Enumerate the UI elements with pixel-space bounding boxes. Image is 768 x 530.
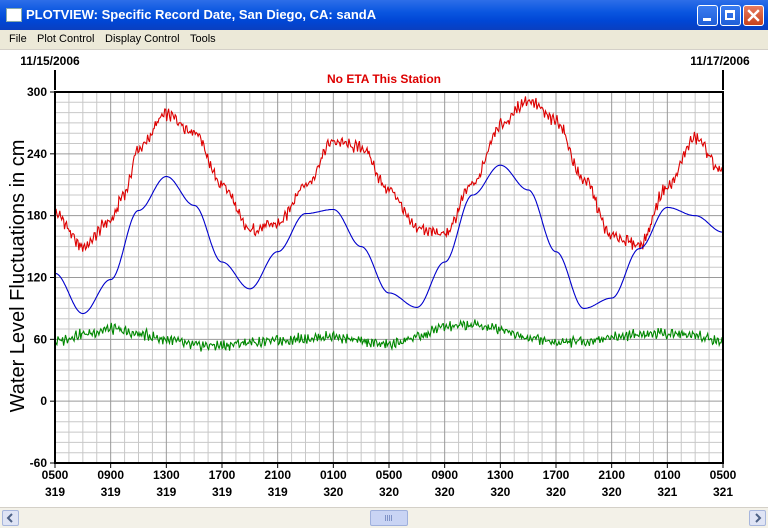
x-tick-time-label: 1700	[209, 468, 236, 482]
minimize-button[interactable]	[697, 5, 718, 26]
scroll-right-button[interactable]	[749, 510, 766, 526]
x-tick-time-label: 0500	[710, 468, 737, 482]
title-bar: PLOTVIEW: Specific Record Date, San Dieg…	[0, 0, 768, 30]
x-tick-time-label: 2100	[598, 468, 625, 482]
x-tick-day-label: 319	[156, 485, 176, 499]
chevron-right-icon	[755, 513, 762, 523]
grip-icon	[385, 515, 393, 521]
window-title: PLOTVIEW: Specific Record Date, San Dieg…	[26, 7, 377, 22]
close-button[interactable]	[743, 5, 764, 26]
chevron-left-icon	[6, 513, 13, 523]
x-tick-day-label: 320	[490, 485, 510, 499]
x-tick-day-label: 320	[323, 485, 343, 499]
series-line-3	[54, 318, 724, 352]
x-tick-day-label: 319	[268, 485, 288, 499]
end-date-label: 11/17/2006	[690, 54, 750, 68]
series-line-1	[54, 96, 724, 252]
x-tick-time-label: 0500	[42, 468, 69, 482]
y-axis-label: Water Level Fluctuations in cm	[7, 140, 29, 413]
maximize-button[interactable]	[720, 5, 741, 26]
y-tick-label: 300	[27, 85, 47, 99]
x-tick-day-label: 321	[657, 485, 677, 499]
x-tick-day-label: 320	[546, 485, 566, 499]
x-tick-day-label: 320	[379, 485, 399, 499]
start-date-label: 11/15/2006	[20, 54, 80, 68]
x-tick-time-label: 0100	[654, 468, 681, 482]
x-tick-day-label: 319	[101, 485, 121, 499]
y-axis-ticks: 300 240 180 120 60 0 -60	[27, 85, 55, 470]
menu-tools[interactable]: Tools	[190, 33, 216, 45]
x-axis-ticks: 0500 319 0900 319 1300 319 1700 319 2100 319 0100 3…	[42, 463, 737, 499]
y-tick-label: -60	[30, 456, 48, 470]
horizontal-scrollbar[interactable]	[0, 507, 768, 528]
x-tick-time-label: 1300	[487, 468, 514, 482]
menu-file[interactable]: File	[9, 33, 27, 45]
x-tick-day-label: 319	[45, 485, 65, 499]
app-icon	[6, 8, 22, 22]
menu-bar: File Plot Control Display Control Tools	[0, 30, 768, 50]
scroll-thumb[interactable]	[370, 510, 408, 526]
x-tick-day-label: 321	[713, 485, 733, 499]
x-tick-day-label: 320	[602, 485, 622, 499]
close-icon	[747, 9, 760, 22]
x-tick-day-label: 320	[435, 485, 455, 499]
x-tick-time-label: 0900	[431, 468, 458, 482]
y-tick-label: 0	[40, 394, 47, 408]
series-layer	[54, 96, 724, 352]
x-tick-day-label: 319	[212, 485, 232, 499]
major-gridlines	[54, 91, 724, 464]
chart-title: No ETA This Station	[327, 72, 441, 86]
x-tick-time-label: 0900	[97, 468, 124, 482]
x-tick-time-label: 0500	[376, 468, 403, 482]
y-tick-label: 240	[27, 147, 47, 161]
y-tick-label: 180	[27, 209, 47, 223]
x-tick-time-label: 1300	[153, 468, 180, 482]
menu-plot-control[interactable]: Plot Control	[37, 33, 95, 45]
x-tick-time-label: 2100	[264, 468, 291, 482]
scroll-left-button[interactable]	[2, 510, 19, 526]
minimize-icon	[703, 18, 711, 21]
series-line-2	[54, 164, 724, 315]
maximize-icon	[725, 10, 735, 20]
menu-display-control[interactable]: Display Control	[105, 33, 180, 45]
water-level-chart: 300 240 180 120 60 0 -60 0500 319 0900 319 1300 319…	[7, 54, 750, 499]
x-tick-time-label: 1700	[543, 468, 570, 482]
x-tick-time-label: 0100	[320, 468, 347, 482]
y-tick-label: 60	[34, 332, 48, 346]
y-tick-label: 120	[27, 271, 47, 285]
